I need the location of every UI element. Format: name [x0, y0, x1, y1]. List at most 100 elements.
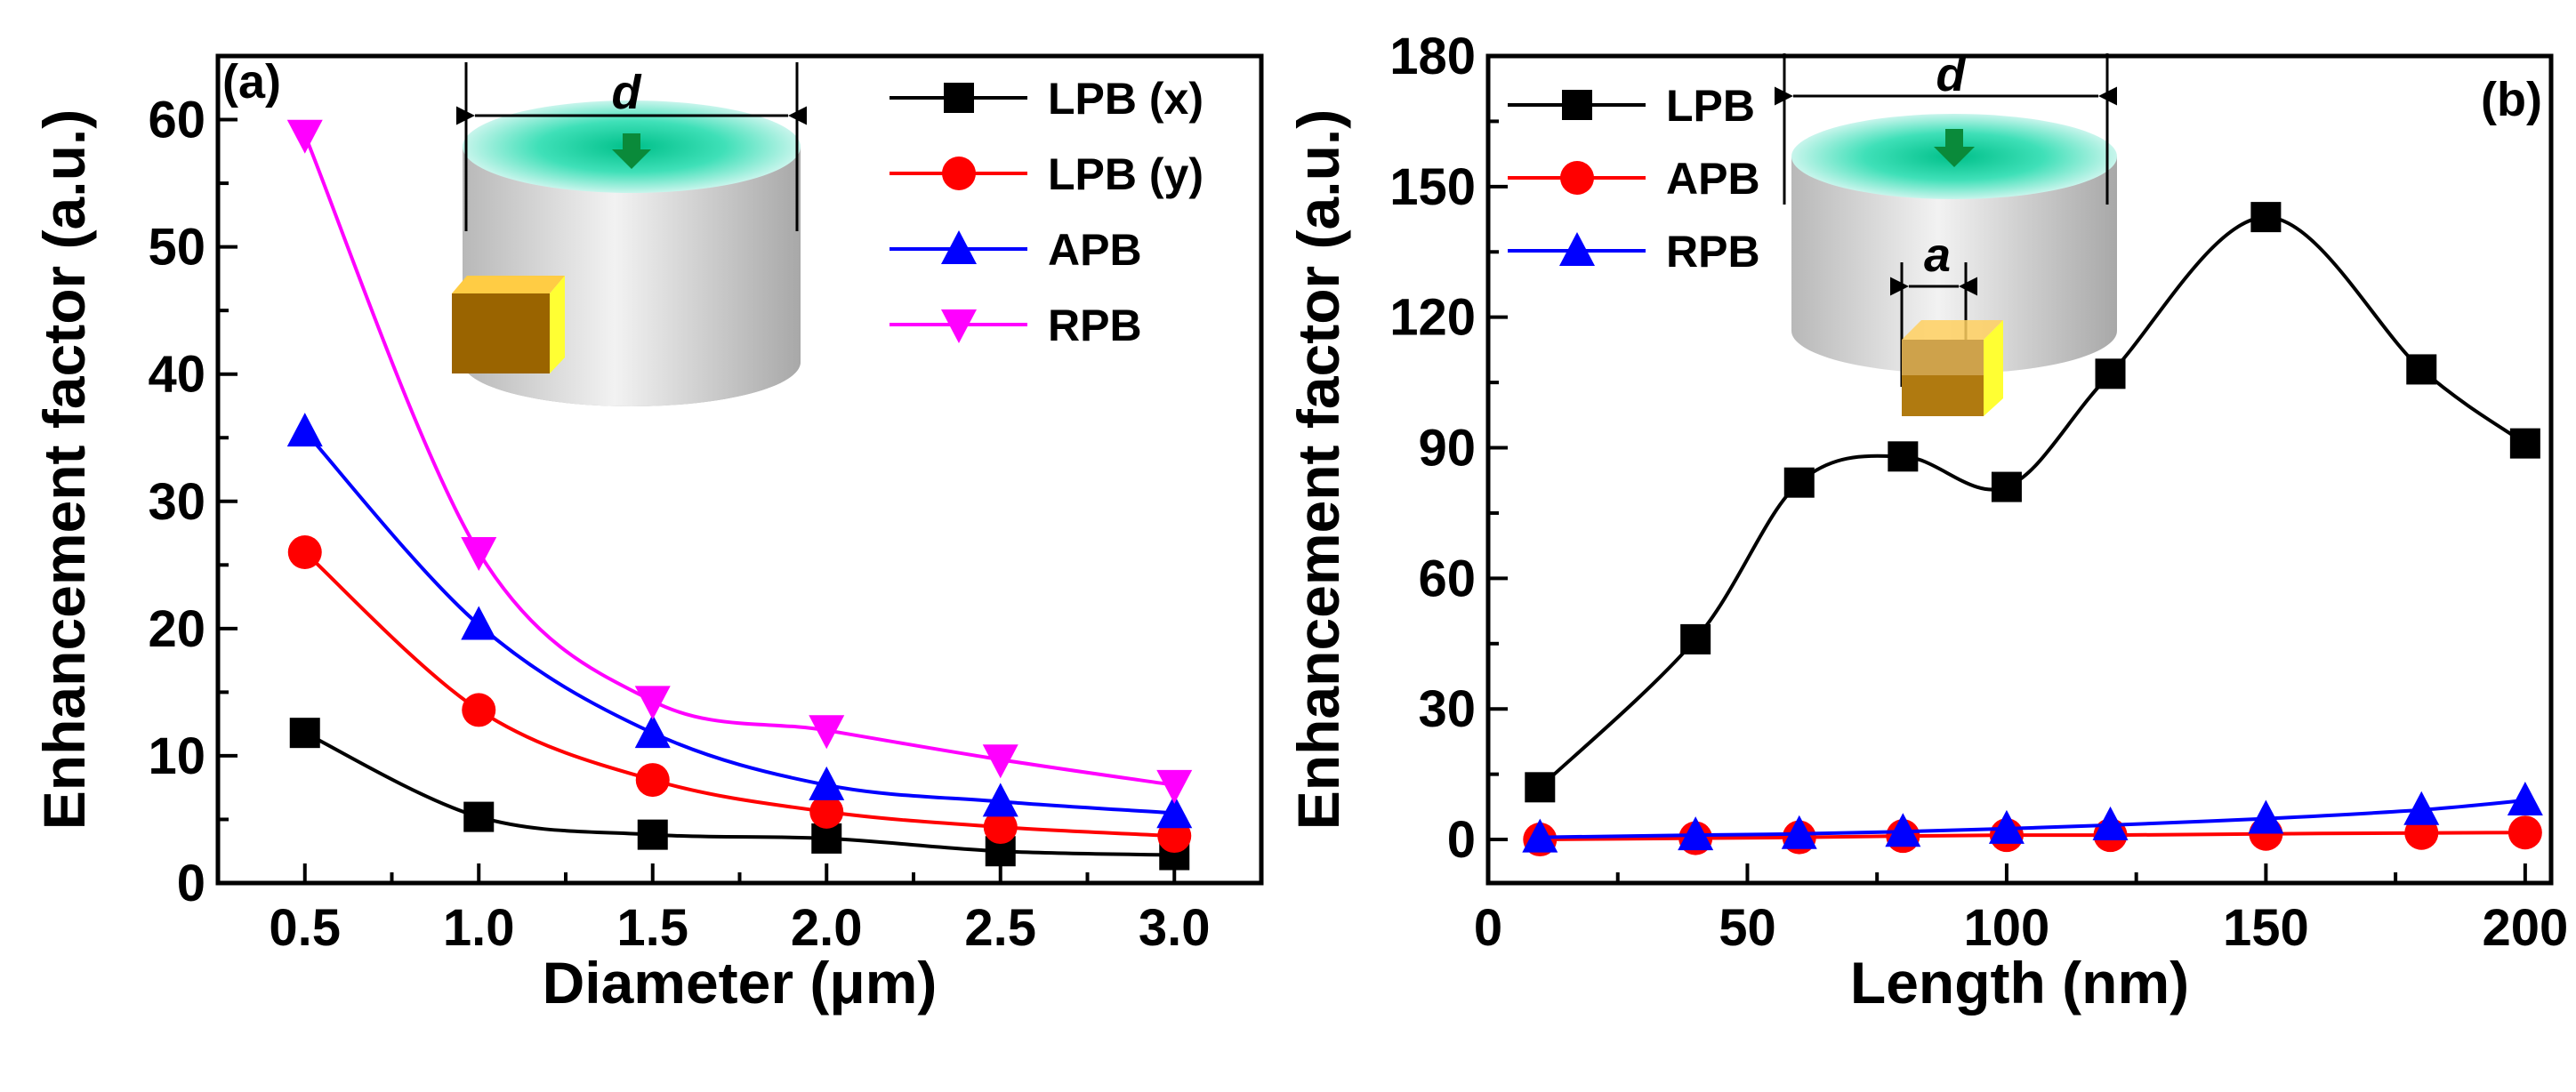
panel-b-inset-label-d: d: [1936, 48, 1967, 101]
panel-a-data-point: [635, 763, 670, 798]
panel-a-x-tick-label: 2.5: [964, 899, 1036, 957]
panel-b-data-point: [2248, 799, 2284, 834]
panel-a-data-point: [1156, 794, 1193, 829]
panel-b-data-point: [1991, 471, 2022, 502]
panel-b-legend-label: RPB: [1666, 227, 1760, 277]
panel-b-x-tick-label: 200: [2482, 899, 2568, 957]
panel-a-x-tick-label: 2.0: [791, 899, 863, 957]
panel-b-plot-frame: [1485, 53, 2554, 886]
panel-a-y-tick-label: 0: [177, 855, 205, 912]
panel-a-data-point: [461, 606, 497, 640]
panel-a-y-tick-label: 10: [148, 727, 205, 785]
panel-a-data-point: [463, 801, 495, 832]
panel-b-data-point: [1525, 772, 1556, 803]
panel-b-y-tick-label: 60: [1418, 550, 1476, 607]
panel-a-y-tick-label: 60: [148, 92, 205, 149]
panel-a-legend: LPB (x) LPB (y) APB RPB: [890, 74, 1203, 350]
panel-b-data-point: [1781, 815, 1817, 849]
panel-a-legend-marker: [944, 83, 974, 113]
panel-a-series-line: [303, 430, 1175, 815]
panel-b-legend-label: LPB: [1666, 81, 1755, 131]
panel-a-data-point: [462, 693, 496, 727]
panel-b-data-point: [2507, 782, 2543, 815]
panel-a-y-tick-label: 50: [148, 219, 205, 277]
panel-a-legend-marker: [942, 157, 976, 190]
panel-b-y-axis-label: Enhancement factor (a.u.): [1285, 109, 1351, 830]
panel-b-x-axis-label: Length (nm): [1850, 950, 2189, 1016]
panel-a-data-point: [461, 537, 497, 571]
panel-b-x-tick-label: 150: [2223, 899, 2309, 957]
panel-a-series-line: [303, 731, 1175, 857]
panel-a-legend-marker: [941, 309, 977, 343]
panel-b-data-point: [2406, 354, 2437, 385]
panel-b-y-tick-label: 0: [1447, 811, 1476, 869]
panel-b-data-point: [1522, 818, 1558, 853]
panel-a-y-tick-label: 20: [148, 600, 205, 658]
panel-a-x-tick-label: 1.0: [443, 899, 515, 957]
panel-a-series-2: [286, 413, 1193, 829]
panel-a-panel-label: (a): [222, 55, 281, 108]
panel-b-inset-label-a: a: [1924, 229, 1951, 282]
panel-b-data-point: [2403, 791, 2440, 825]
panel-b-data-point: [1885, 813, 1921, 847]
panel-b-data-point: [1783, 467, 1815, 498]
panel-b: 0 50 100 150 200 0 30 60 90 120 150 180 Length (nm) E…: [1285, 28, 2568, 1016]
panel-a-data-point: [809, 794, 844, 829]
panel-a-x-axis-label: Diameter (μm): [543, 950, 938, 1016]
panel-b-y-tick-label: 90: [1418, 420, 1476, 478]
panel-b-data-point: [1680, 623, 1711, 654]
panel-a-inset: d: [452, 62, 807, 406]
panel-a-data-point: [982, 744, 1018, 779]
panel-a-data-point: [809, 715, 845, 750]
panel-a-legend-label: LPB (x): [1048, 74, 1203, 124]
panel-a-data-point: [637, 819, 668, 850]
panel-a-series-line: [303, 550, 1175, 839]
panel-a-data-point: [634, 714, 671, 749]
panel-a-inset-label: d: [612, 66, 642, 119]
panel-a-series-0: [289, 718, 1190, 871]
panel-b-legend-label: APB: [1666, 154, 1760, 204]
panel-a-data-point: [1156, 769, 1193, 804]
panel-a-legend-label: LPB (y): [1048, 149, 1203, 199]
panel-b-data-point: [2508, 815, 2542, 850]
panel-b-panel-label: (b): [2481, 73, 2542, 126]
panel-a-data-point: [286, 413, 323, 447]
panel-a-data-point: [983, 810, 1018, 845]
panel-a-legend-label: APB: [1048, 225, 1142, 275]
panel-b-data-point: [1678, 816, 1714, 851]
panel-a-x-tick-label: 0.5: [269, 899, 341, 957]
panel-b-data-point: [2092, 806, 2129, 840]
panel-b-legend-marker: [1560, 161, 1594, 195]
panel-b-x-tick-label: 100: [1964, 899, 2050, 957]
panel-a-y-tick-label: 30: [148, 473, 205, 531]
panel-a-data-point: [809, 766, 845, 800]
panel-b-data-point: [1888, 441, 1919, 472]
panel-a-data-point: [286, 119, 323, 154]
panel-a-data-point: [287, 535, 322, 569]
panel-b-x-tick-label: 50: [1719, 899, 1776, 957]
panel-b-legend-marker: [1562, 90, 1592, 120]
panel-b-series-2: [1522, 782, 2543, 853]
panel-b-legend: LPB APB RPB: [1508, 81, 1760, 277]
panel-b-data-point: [2095, 358, 2126, 389]
panel-b-y-tick-label: 180: [1389, 28, 1476, 85]
panel-b-data-point: [2509, 428, 2540, 459]
panel-a-data-point: [982, 783, 1018, 817]
panel-a-data-point: [289, 718, 320, 749]
panel-b-data-point: [1988, 809, 2025, 844]
panel-b-y-tick-label: 30: [1418, 680, 1476, 738]
panel-a-x-tick-label: 1.5: [616, 899, 688, 957]
panel-b-x-tick-label: 0: [1474, 899, 1502, 957]
panel-a-y-axis-label: Enhancement factor (a.u.): [31, 109, 97, 830]
panel-b-series-0: [1525, 202, 2540, 803]
panel-a-series-3: [286, 119, 1193, 804]
panel-b-data-point: [2250, 202, 2282, 233]
panel-a-plot: 0.5 1.0 1.5 2.0 2.5 3.0 0 10 20 30 40 50 60 Diameter …: [31, 53, 1264, 1016]
panel-b-y-tick-label: 120: [1389, 289, 1476, 347]
panel-a-legend-marker: [941, 230, 977, 264]
panel-b-legend-marker: [1559, 232, 1595, 266]
panel-b-plot: 0 50 100 150 200 0 30 60 90 120 150 180 Length (nm) E…: [1285, 28, 2568, 1016]
panel-a-series-1: [287, 535, 1192, 854]
panel-a-x-tick-label: 3.0: [1139, 899, 1211, 957]
